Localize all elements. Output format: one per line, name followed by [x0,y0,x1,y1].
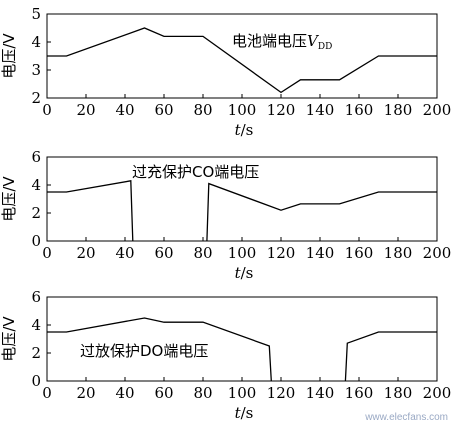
x-axis-label: t/s [235,404,254,422]
series-line [47,317,272,382]
x-tick-label: 160 [345,101,374,119]
x-tick-label: 80 [193,101,212,119]
x-axis-label: t/s [235,121,254,139]
x-tick-label: 40 [115,384,134,402]
x-tick-label: 140 [306,384,335,402]
series-line [344,331,437,382]
battery-voltage-panel: 0 20 40 60 80 100 120 140 160 180 200 2 3 4 5 电压/V t/s 电池… [0,5,451,139]
x-tick-label: 0 [42,384,52,402]
x-tick-label: 140 [306,244,335,262]
y-tick-label: 4 [31,33,41,51]
y-tick-label: 6 [31,148,41,166]
x-tick-label: 200 [423,244,452,262]
series-line [206,182,437,242]
y-tick-label: 2 [31,89,41,107]
y-tick-label: 5 [31,5,41,23]
y-axis-label: 电压/V [0,316,18,362]
y-tick-label: 0 [31,232,41,250]
x-tick-label: 60 [154,384,173,402]
x-tick-label: 80 [193,384,212,402]
title-subscript: DD [318,42,332,52]
x-tick-label: 160 [345,384,374,402]
y-axis-label: 电压/V [0,33,18,79]
do-voltage-panel: 0 20 40 60 80 100 120 140 160 180 200 0 2 4 6 电压/V t/s 过放… [0,288,451,422]
x-tick-label: 180 [384,244,413,262]
x-tick-label: 40 [115,244,134,262]
x-axis-var: t [235,404,242,422]
x-tick-label: 0 [42,244,52,262]
chart-title: 电池端电压VDD [232,32,332,52]
y-tick-label: 2 [31,204,41,222]
x-tick-label: 80 [193,244,212,262]
x-tick-label: 100 [228,244,257,262]
series-line [47,27,437,94]
x-tick-label: 20 [76,101,95,119]
x-tick-label: 20 [76,384,95,402]
y-tick-label: 2 [31,344,41,362]
x-tick-label: 200 [423,384,452,402]
title-variable: V [307,32,320,50]
x-axis-unit: /s [241,264,254,282]
y-tick-label: 3 [31,61,41,79]
x-tick-label: 0 [42,101,52,119]
x-tick-label: 140 [306,101,335,119]
x-tick-label: 100 [228,101,257,119]
co-voltage-panel: 0 20 40 60 80 100 120 140 160 180 200 0 2 4 6 电压/V t/s 过充… [0,148,451,282]
plot-frame [46,296,438,382]
x-tick-label: 120 [267,101,296,119]
series-line [47,180,134,242]
x-tick-label: 160 [345,244,374,262]
y-axis-label: 电压/V [0,176,18,222]
y-tick-label: 6 [31,288,41,306]
x-axis-label: t/s [235,264,254,282]
y-tick-label: 0 [31,372,41,390]
x-tick-label: 180 [384,101,413,119]
chart-title: 过充保护CO端电压 [132,163,259,181]
x-tick-label: 120 [267,384,296,402]
x-axis-var: t [235,264,242,282]
x-tick-label: 20 [76,244,95,262]
x-tick-label: 60 [154,244,173,262]
x-tick-label: 40 [115,101,134,119]
x-tick-label: 60 [154,101,173,119]
x-axis-unit: /s [241,121,254,139]
x-tick-label: 200 [423,101,452,119]
x-tick-label: 100 [228,384,257,402]
y-tick-label: 4 [31,316,41,334]
x-axis-var: t [235,121,242,139]
x-axis-unit: /s [241,404,254,422]
watermark: www.elecfans.com [364,412,448,423]
x-tick-label: 120 [267,244,296,262]
y-tick-label: 4 [31,176,41,194]
x-tick-label: 180 [384,384,413,402]
chart-title: 过放保护DO端电压 [80,342,208,360]
